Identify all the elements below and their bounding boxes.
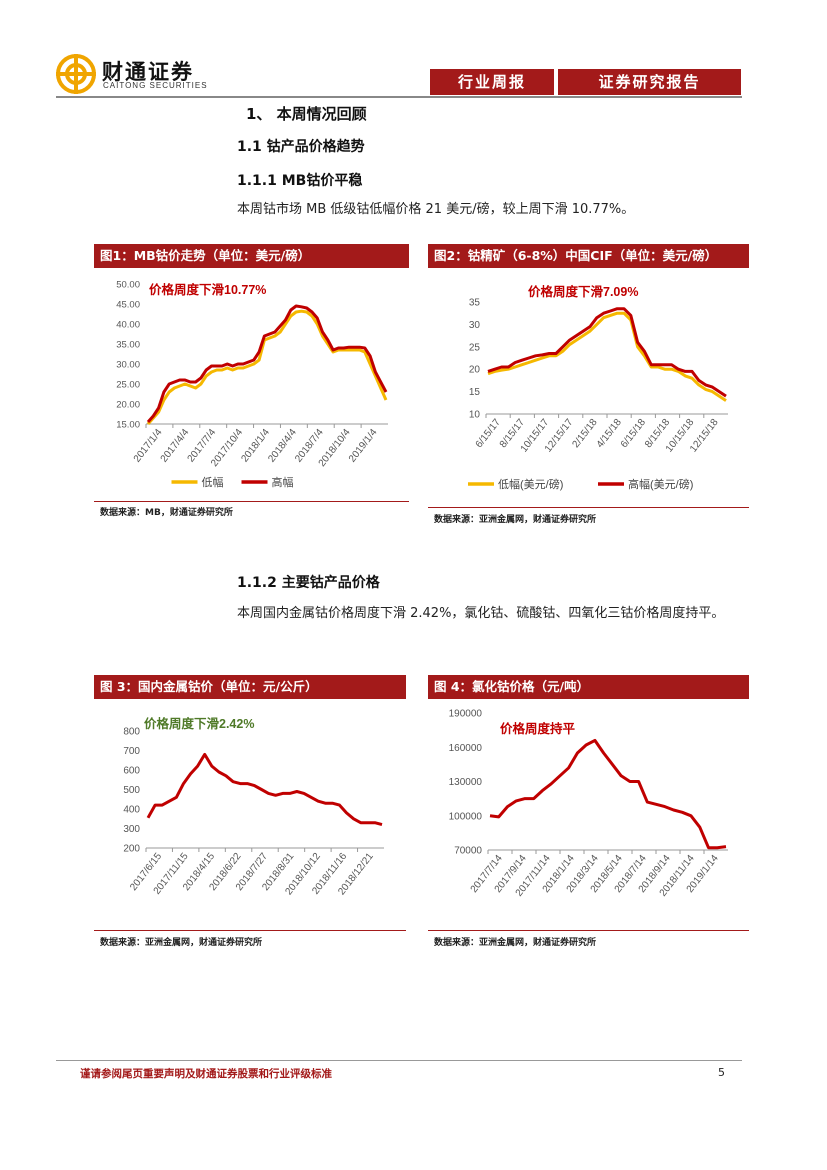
y-tick-label: 20.00 [116, 400, 140, 411]
figure-4-source: 数据来源：亚洲金属网，财通证券研究所 [434, 938, 597, 948]
y-tick-label: 190000 [449, 709, 483, 720]
company-logo: 财通证券 CAITONG SECURITIES [56, 54, 216, 96]
paragraph-product-prices: 本周国内金属钴价格周度下滑 2.42%，氯化钴、硫酸钴、四氧化三钴价格周度持平。 [237, 606, 725, 621]
report-type-tag: 行业周报 [430, 69, 554, 95]
y-tick-label: 40.00 [116, 320, 140, 331]
figure-4-rule [428, 930, 749, 931]
figure-1-rule [94, 501, 409, 502]
legend-label-0: 低幅 [202, 476, 224, 489]
y-tick-label: 25 [469, 342, 481, 353]
figure-2-source: 数据来源：亚洲金属网，财通证券研究所 [434, 515, 597, 525]
legend-label-1: 高幅 [272, 475, 294, 489]
logo-emblem-icon [56, 54, 96, 94]
y-tick-label: 35.00 [116, 340, 140, 351]
figure-4-chart: 700001000001300001600001900002017/7/1420… [449, 709, 728, 899]
y-tick-label: 800 [123, 727, 140, 738]
report-category-tag: 证券研究报告 [558, 69, 741, 95]
y-tick-label: 100000 [449, 811, 483, 822]
page-number: 5 [718, 1066, 725, 1079]
figure-3-title: 图 3：国内金属钴价（单位：元/公斤） [94, 675, 406, 699]
y-tick-label: 130000 [449, 777, 483, 788]
y-tick-label: 45.00 [116, 300, 140, 311]
subsubsection-heading-products: 1.1.2 主要钴产品价格 [237, 575, 380, 591]
y-tick-label: 600 [123, 766, 140, 777]
series-line-1 [487, 307, 727, 398]
y-tick-label: 50.00 [116, 280, 140, 291]
series-line-0 [146, 309, 388, 425]
y-tick-label: 160000 [449, 743, 483, 754]
paragraph-mb-price: 本周钴市场 MB 低级钴低幅价格 21 美元/磅，较上周下滑 10.77%。 [237, 202, 635, 217]
chart-annotation: 价格周度下滑2.42% [144, 716, 254, 731]
y-tick-label: 15 [469, 387, 481, 398]
logo-chinese: 财通证券 [102, 60, 194, 84]
subsubsection-heading-mb: 1.1.1 MB钴价平稳 [237, 173, 363, 189]
series-line-1 [146, 304, 388, 423]
y-tick-label: 20 [469, 365, 481, 376]
figure-1-source: 数据来源：MB，财通证券研究所 [100, 508, 233, 518]
figure-3-chart: 2003004005006007008002017/6/152017/11/15… [123, 716, 384, 897]
chart-annotation: 价格周度持平 [500, 721, 576, 736]
y-tick-label: 30 [469, 320, 481, 331]
y-tick-label: 35 [469, 298, 481, 309]
figure-2-chart: 1015202530356/15/178/15/1710/15/1712/15/… [468, 284, 728, 491]
logo-english: CAITONG SECURITIES [103, 81, 208, 90]
y-tick-label: 10 [469, 410, 481, 421]
footer-divider [56, 1060, 742, 1061]
x-tick-label: 2019/1/4 [347, 427, 380, 465]
y-tick-label: 500 [123, 785, 140, 796]
y-tick-label: 30.00 [116, 360, 140, 371]
subsection-heading: 1.1 钴产品价格趋势 [237, 139, 365, 155]
y-tick-label: 25.00 [116, 380, 140, 391]
chart-annotation: 价格周度下滑7.09% [528, 284, 638, 299]
figure-1-chart: 15.00 20.00 25.00 30.00 35.00 40.00 45.00 50.00… [116, 280, 388, 489]
series-line-0 [487, 311, 727, 402]
y-tick-label: 300 [123, 824, 140, 835]
footer-disclaimer: 谨请参阅尾页重要声明及财通证券股票和行业评级标准 [80, 1068, 332, 1080]
figure-4-title: 图 4：氯化钴价格（元/吨） [428, 675, 749, 699]
figure-1-title: 图1：MB钴价走势（单位：美元/磅） [94, 244, 409, 268]
y-tick-label: 70000 [454, 846, 482, 857]
y-tick-label: 700 [123, 746, 140, 757]
y-tick-label: 15.00 [116, 420, 140, 431]
figure-3-source: 数据来源：亚洲金属网，财通证券研究所 [100, 938, 263, 948]
chart-annotation: 价格周度下滑10.77% [149, 282, 266, 297]
series-line-0 [146, 752, 383, 827]
legend-label-1: 高幅(美元/磅) [628, 477, 693, 491]
figure-2-rule [428, 507, 749, 508]
figure-3-rule [94, 930, 406, 931]
y-tick-label: 200 [123, 844, 140, 855]
section-heading: 1、 本周情况回顾 [246, 105, 367, 123]
figure-2-title: 图2：钴精矿（6-8%）中国CIF（单位：美元/磅） [428, 244, 749, 268]
legend-label-0: 低幅(美元/磅) [498, 477, 563, 491]
y-tick-label: 400 [123, 805, 140, 816]
header-divider [56, 96, 742, 98]
series-line-0 [489, 738, 727, 850]
